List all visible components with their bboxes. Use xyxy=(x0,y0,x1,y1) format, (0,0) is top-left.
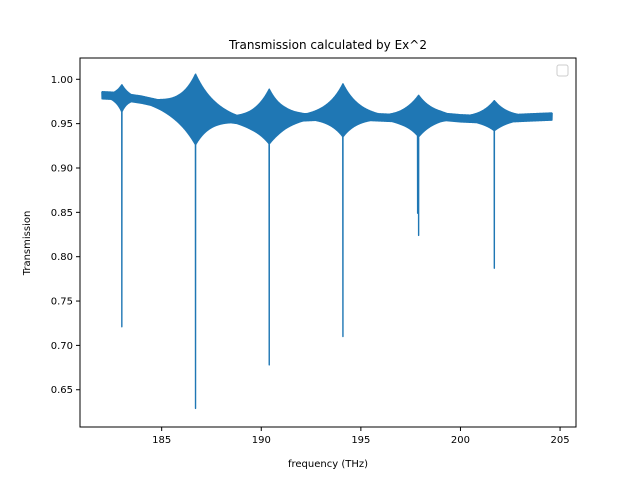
legend-box xyxy=(556,64,569,77)
y-tick-label: 0.95 xyxy=(51,119,73,130)
y-tick-label: 0.70 xyxy=(51,341,73,352)
x-tick-label: 205 xyxy=(551,435,570,446)
x-axis-label: frequency (THz) xyxy=(288,459,368,470)
x-tick-label: 195 xyxy=(351,435,370,446)
transmission-series-line xyxy=(101,73,553,410)
y-tick-label: 0.90 xyxy=(51,163,73,174)
y-tick-label: 0.85 xyxy=(51,208,73,219)
y-tick-label: 0.65 xyxy=(51,385,73,396)
plot-area xyxy=(101,73,553,410)
x-tick-label: 190 xyxy=(252,435,271,446)
y-tick-label: 0.75 xyxy=(51,297,73,308)
y-axis: 0.65 0.70 0.75 0.80 0.85 0.90 0.95 1.00 xyxy=(51,75,80,396)
y-tick-label: 0.80 xyxy=(51,252,73,263)
x-tick-label: 200 xyxy=(451,435,470,446)
axes-frame xyxy=(79,57,577,428)
chart-title: Transmission calculated by Ex^2 xyxy=(228,38,427,52)
x-tick-label: 185 xyxy=(152,435,171,446)
x-axis: 185 190 195 200 205 xyxy=(152,427,570,446)
y-axis-label: Transmission xyxy=(22,211,33,277)
y-tick-label: 1.00 xyxy=(51,75,73,86)
